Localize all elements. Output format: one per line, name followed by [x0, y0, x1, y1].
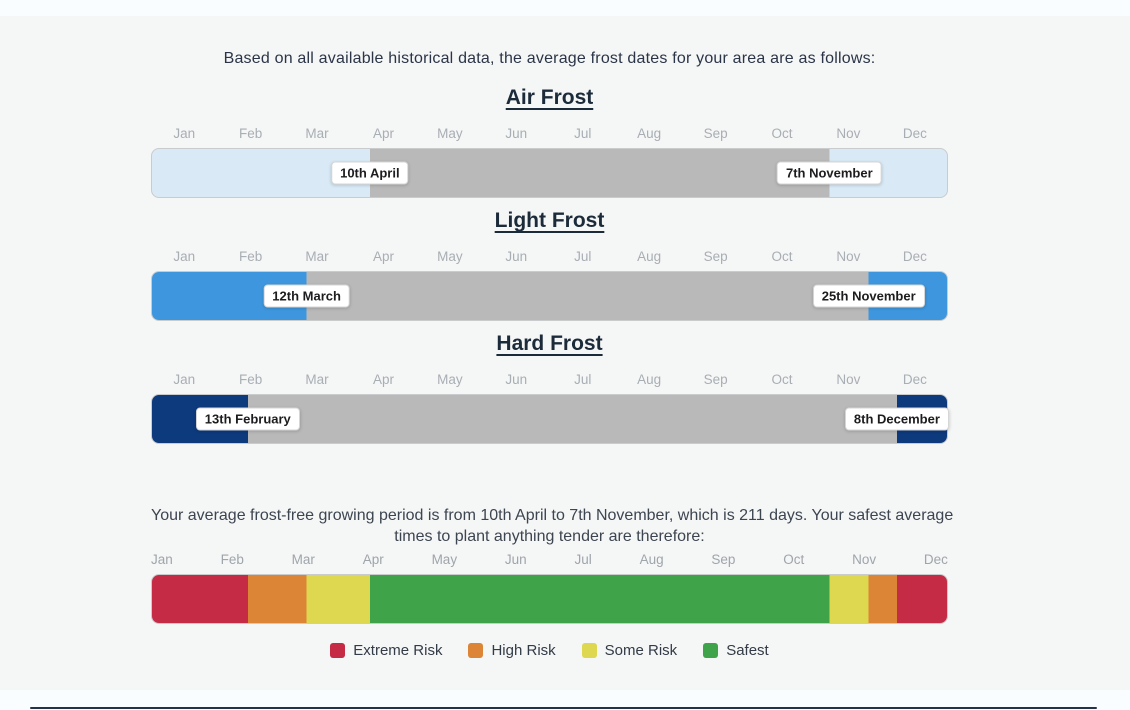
- light-frost-title: Light Frost: [151, 209, 948, 233]
- month-label: Dec: [923, 552, 948, 567]
- hard-frost-end-date-label: 8th December: [844, 407, 949, 431]
- air-frost-month-axis: Jan Feb Mar Apr May Jun Jul Aug Sep Oct Nov Dec: [151, 127, 948, 141]
- growing-period-summary-line-1: Your average frost-free growing period i…: [151, 507, 954, 524]
- month-label: Feb: [239, 249, 263, 264]
- risk-bar-month-axis: Jan Feb Mar Apr May Jun Jul Aug Sep Oct Nov Dec: [151, 553, 948, 567]
- month-label: Oct: [771, 126, 793, 141]
- light-frost-month-axis: Jan Feb Mar Apr May Jun Jul Aug Sep Oct Nov Dec: [151, 250, 948, 264]
- month-label: Jan: [173, 249, 196, 264]
- light-frost-end-date-label: 25th November: [812, 284, 925, 308]
- month-label: Jan: [173, 126, 196, 141]
- month-label: Jan: [173, 372, 196, 387]
- month-label: May: [437, 126, 463, 141]
- hard-frost-month-axis: Jan Feb Mar Apr May Jun Jul Aug Sep Oct Nov Dec: [151, 373, 948, 387]
- month-label: Mar: [305, 372, 329, 387]
- legend-item-safest: Safest: [703, 642, 769, 659]
- month-label: Jan: [151, 552, 173, 567]
- safest-label: Safest: [726, 641, 769, 659]
- some-risk-swatch: [581, 642, 597, 658]
- light-frost-start-date-label: 12th March: [263, 284, 350, 308]
- month-label: Aug: [637, 249, 662, 264]
- month-label: Jul: [574, 126, 592, 141]
- month-label: Oct: [771, 249, 793, 264]
- month-label: Feb: [239, 126, 263, 141]
- light-frost-section: Light Frost Jan Feb Mar Apr May Jun Jul Aug Sep O…: [151, 209, 948, 321]
- month-label: Mar: [305, 126, 329, 141]
- month-label: Jul: [574, 372, 592, 387]
- month-label: Apr: [362, 552, 384, 567]
- air-frost-bar: 10th April 7th November: [151, 148, 948, 198]
- air-frost-section: Air Frost Jan Feb Mar Apr May Jun Jul Aug Sep Oct…: [151, 86, 948, 198]
- month-label: Nov: [836, 372, 861, 387]
- month-label: Nov: [836, 126, 861, 141]
- month-label: Dec: [902, 372, 927, 387]
- light-frost-title-link[interactable]: Light Frost: [494, 209, 605, 232]
- month-label: Nov: [836, 249, 861, 264]
- hard-frost-start-date-label: 13th February: [195, 407, 300, 431]
- month-label: May: [437, 249, 463, 264]
- air-frost-start-date-label: 10th April: [331, 161, 409, 185]
- window-edge-line: [30, 707, 1097, 709]
- month-label: May: [431, 552, 458, 567]
- month-label: Sep: [703, 249, 728, 264]
- month-label: Mar: [305, 249, 329, 264]
- month-label: Oct: [783, 552, 805, 567]
- month-label: Apr: [372, 126, 394, 141]
- month-label: Jun: [505, 372, 528, 387]
- month-label: Aug: [637, 126, 662, 141]
- some-risk-label: Some Risk: [604, 641, 678, 659]
- growing-period-summary-line-2: times to plant anything tender are there…: [394, 528, 705, 545]
- risk-bar: [151, 574, 948, 624]
- month-label: Jun: [505, 249, 528, 264]
- hard-frost-section: Hard Frost Jan Feb Mar Apr May Jun Jul Aug Sep Oc…: [151, 332, 949, 444]
- air-frost-end-date-label: 7th November: [776, 161, 882, 185]
- legend-item-some-risk: Some Risk: [581, 641, 678, 659]
- month-label: Apr: [372, 372, 394, 387]
- month-label: Feb: [220, 552, 244, 567]
- month-label: Jul: [574, 552, 592, 567]
- month-label: Jun: [504, 552, 527, 567]
- risk-legend: Extreme Risk High Risk Some Risk Safest: [151, 640, 948, 660]
- page-bottom-strip: [0, 690, 1130, 710]
- intro-text: Based on all available historical data, …: [223, 50, 876, 67]
- month-label: Sep: [711, 552, 736, 567]
- hard-frost-title: Hard Frost: [151, 332, 948, 356]
- extreme-risk-swatch: [330, 642, 346, 658]
- month-label: Aug: [639, 552, 664, 567]
- light-frost-bar: 12th March 25th November: [151, 271, 948, 321]
- month-label: May: [437, 372, 463, 387]
- month-label: Mar: [291, 552, 315, 567]
- month-label: Oct: [771, 372, 793, 387]
- growing-period-summary: Your average frost-free growing period i…: [151, 505, 954, 547]
- month-label: Feb: [239, 372, 263, 387]
- month-label: Sep: [703, 372, 728, 387]
- extreme-risk-label: Extreme Risk: [353, 641, 443, 659]
- month-label: Sep: [703, 126, 728, 141]
- hard-frost-bar: 13th February 8th December: [151, 394, 949, 444]
- safest-swatch: [703, 642, 719, 658]
- hard-frost-title-link[interactable]: Hard Frost: [496, 332, 603, 355]
- legend-item-extreme-risk: Extreme Risk: [330, 642, 442, 659]
- month-label: Dec: [902, 249, 927, 264]
- month-label: Aug: [637, 372, 662, 387]
- air-frost-title: Air Frost: [151, 86, 948, 110]
- high-risk-label: High Risk: [491, 641, 556, 659]
- month-label: Jul: [574, 249, 592, 264]
- month-label: Jun: [505, 126, 528, 141]
- month-label: Apr: [372, 249, 394, 264]
- air-frost-title-link[interactable]: Air Frost: [505, 86, 594, 109]
- frost-dates-panel: Based on all available historical data, …: [151, 16, 954, 660]
- legend-item-high-risk: High Risk: [468, 641, 556, 659]
- high-risk-swatch: [468, 642, 484, 658]
- month-label: Dec: [902, 126, 927, 141]
- month-label: Nov: [852, 552, 877, 567]
